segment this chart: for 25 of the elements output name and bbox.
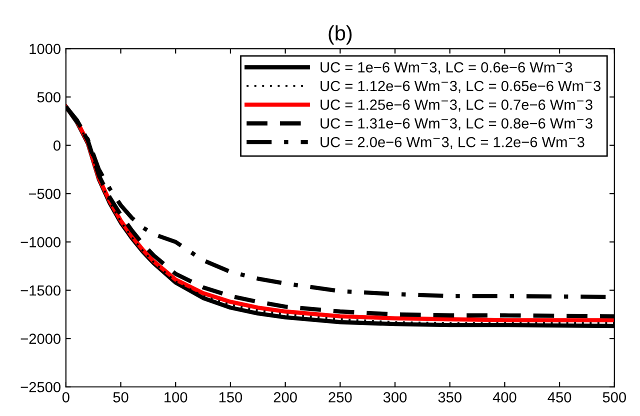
legend-label: UC = 1.12e−6 Wm$^{−}$3, LC = 0.65e−6 Wm$^{−}$3 (320, 80, 601, 93)
x-tick-label: 250 (328, 392, 352, 402)
legend-label: UC = 1.25e−6 Wm$^{−}$3, LC = 0.7e−6 Wm$^{−}$3 (320, 100, 592, 112)
x-tick-label: 400 (492, 392, 516, 402)
y-tick-label: −2500 (20, 382, 60, 392)
x-tick-label: 300 (383, 392, 407, 402)
y-tick-label: −1000 (20, 237, 60, 248)
y-tick-label: 500 (37, 92, 60, 102)
chart-title: (b) (328, 25, 352, 45)
x-tick-label: 100 (164, 392, 188, 402)
y-tick-label: 0 (54, 140, 60, 151)
legend-label: UC = 1e−6 Wm$^{−}$3, LC = 0.6e−6 Wm$^{−}$3 (320, 62, 572, 74)
x-tick-label: 200 (274, 392, 297, 402)
x-tick-label: 0 (62, 392, 70, 402)
x-tick-label: 50 (113, 392, 128, 402)
x-tick-label: 150 (219, 392, 242, 402)
x-tick-label: 450 (548, 392, 572, 402)
legend-label: UC = 2.0e−6 Wm$^{−}$3, LC = 1.2e−6 Wm$^{−}$3 (320, 136, 584, 149)
legend-label: UC = 1.31e−6 Wm$^{−}$3, LC = 0.8e−6 Wm$^{−}$3 (320, 118, 592, 130)
y-tick-label: 1000 (30, 44, 60, 54)
y-tick-label: −2000 (20, 334, 60, 344)
x-tick-label: 350 (438, 392, 462, 402)
y-tick-label: −500 (28, 188, 60, 200)
x-tick-label: 500 (602, 392, 626, 402)
y-tick-label: −1500 (20, 285, 60, 296)
